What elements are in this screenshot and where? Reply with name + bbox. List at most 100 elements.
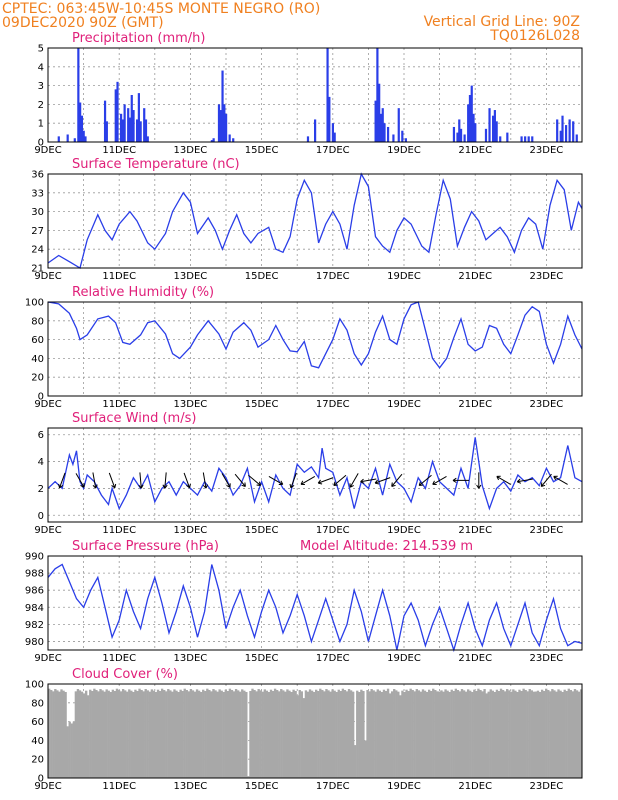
- cloud-bar: [368, 691, 371, 778]
- wind-x-tick: 15DEC: [245, 525, 279, 536]
- cloud-bar: [343, 690, 347, 778]
- cloud-bar: [374, 691, 377, 778]
- cloud-bar: [224, 689, 227, 778]
- cloud-bar: [189, 689, 193, 778]
- precip-bar: [458, 119, 461, 142]
- wind-x-tick: 13DEC: [174, 525, 208, 536]
- rh-y-tick: 80: [31, 316, 44, 327]
- wind-x-tick: 21DEC: [458, 525, 492, 536]
- precip-bar: [139, 121, 142, 142]
- cloud-bar: [241, 689, 244, 778]
- wind-y-tick: 2: [38, 484, 44, 495]
- precip-bar: [212, 138, 215, 142]
- precip-y-tick: 0: [38, 138, 44, 149]
- pressure-x-tick: 9DEC: [34, 653, 61, 664]
- cloud-bar: [284, 691, 287, 778]
- wind-title: Surface Wind (m/s): [72, 411, 196, 426]
- precip-bar: [379, 113, 383, 142]
- cloud-bar: [255, 691, 258, 778]
- cloud-bar: [214, 690, 217, 778]
- pressure-title: Surface Pressure (hPa): [72, 539, 219, 554]
- cloud-bar: [347, 689, 351, 778]
- precip-bar: [559, 130, 562, 142]
- precip-bar: [66, 134, 69, 142]
- precip-bar: [401, 130, 404, 142]
- precip-bar: [127, 108, 130, 142]
- cloud-bar: [169, 690, 172, 778]
- wind-arrow: [300, 475, 316, 485]
- cloud-bar: [405, 689, 408, 778]
- cloud-bar: [101, 690, 104, 778]
- temp-x-tick: 15DEC: [245, 271, 279, 282]
- cloud-bar: [399, 695, 402, 778]
- precip-y-tick: 4: [38, 62, 44, 73]
- cloud-bar: [150, 689, 154, 778]
- cloud-bar: [536, 690, 540, 778]
- cloud-bar: [563, 689, 566, 778]
- cloud-bar: [216, 691, 219, 778]
- cloud-bar: [298, 690, 301, 778]
- precip-bar: [488, 108, 491, 142]
- cloud-bar: [265, 690, 269, 778]
- cloud-bar: [506, 689, 509, 778]
- precip-bar: [374, 100, 377, 142]
- pressure-x-tick: 21DEC: [458, 653, 492, 664]
- cloud-bar: [202, 689, 205, 778]
- cloud-bar: [247, 776, 250, 778]
- rh-x-tick: 9DEC: [34, 399, 61, 410]
- precip-x-tick: 17DEC: [316, 145, 350, 156]
- cloud-bar: [236, 690, 240, 778]
- cloud-bar: [413, 691, 416, 778]
- cloud-bar: [87, 695, 90, 778]
- cloud-frame: [47, 683, 583, 779]
- cloud-bar: [430, 691, 433, 778]
- precip-bar: [520, 136, 523, 142]
- cloud-bar: [481, 691, 484, 778]
- precip-bar: [221, 70, 224, 142]
- wind-arrow: [221, 473, 231, 488]
- cloud-bar: [179, 689, 182, 778]
- cloud-x-tick: 21DEC: [458, 781, 492, 792]
- precip-bar: [484, 128, 488, 142]
- cloud-bar: [345, 691, 349, 778]
- pressure-y-tick: 982: [25, 620, 44, 631]
- cloud-bar: [534, 691, 538, 778]
- cloud-x-tick: 9DEC: [34, 781, 61, 792]
- cloud-bar: [495, 689, 499, 778]
- precip-bar: [499, 136, 502, 142]
- cloud-bar: [163, 690, 166, 778]
- cloud-bar: [358, 691, 361, 778]
- cloud-bar: [469, 690, 472, 778]
- temp-y-tick: 36: [31, 170, 44, 181]
- cloud-bar: [473, 689, 476, 778]
- cloud-bar: [195, 689, 199, 778]
- cloud-bar: [547, 690, 550, 778]
- precip-bar: [381, 108, 384, 142]
- precip-bar: [463, 134, 466, 142]
- cloud-bar: [193, 691, 197, 778]
- cloud-bar: [452, 691, 455, 778]
- cloud-bar: [68, 721, 71, 778]
- temp-title: Surface Temperature (nC): [72, 157, 240, 172]
- precip-title: Precipitation (mm/h): [72, 31, 205, 46]
- rh-x-tick: 11DEC: [102, 399, 136, 410]
- precip-bar: [333, 132, 336, 142]
- cloud-bar: [499, 688, 503, 778]
- cloud-bar: [323, 691, 326, 778]
- cloud-bar: [199, 691, 203, 778]
- cloud-bar: [483, 689, 486, 778]
- cloud-bar: [136, 691, 139, 778]
- precip-bar: [103, 100, 107, 142]
- cloud-bar: [339, 691, 342, 778]
- cloud-bar: [171, 691, 174, 778]
- cloud-bar: [80, 691, 84, 778]
- wind-arrow: [452, 477, 469, 483]
- wind-arrow: [333, 474, 347, 486]
- temp-x-tick: 9DEC: [34, 271, 61, 282]
- cloud-bar: [54, 689, 57, 778]
- cloud-x-tick: 13DEC: [174, 781, 208, 792]
- temp-y-tick: 24: [31, 245, 44, 256]
- cloud-bar: [60, 689, 63, 778]
- cloud-bar: [497, 691, 501, 778]
